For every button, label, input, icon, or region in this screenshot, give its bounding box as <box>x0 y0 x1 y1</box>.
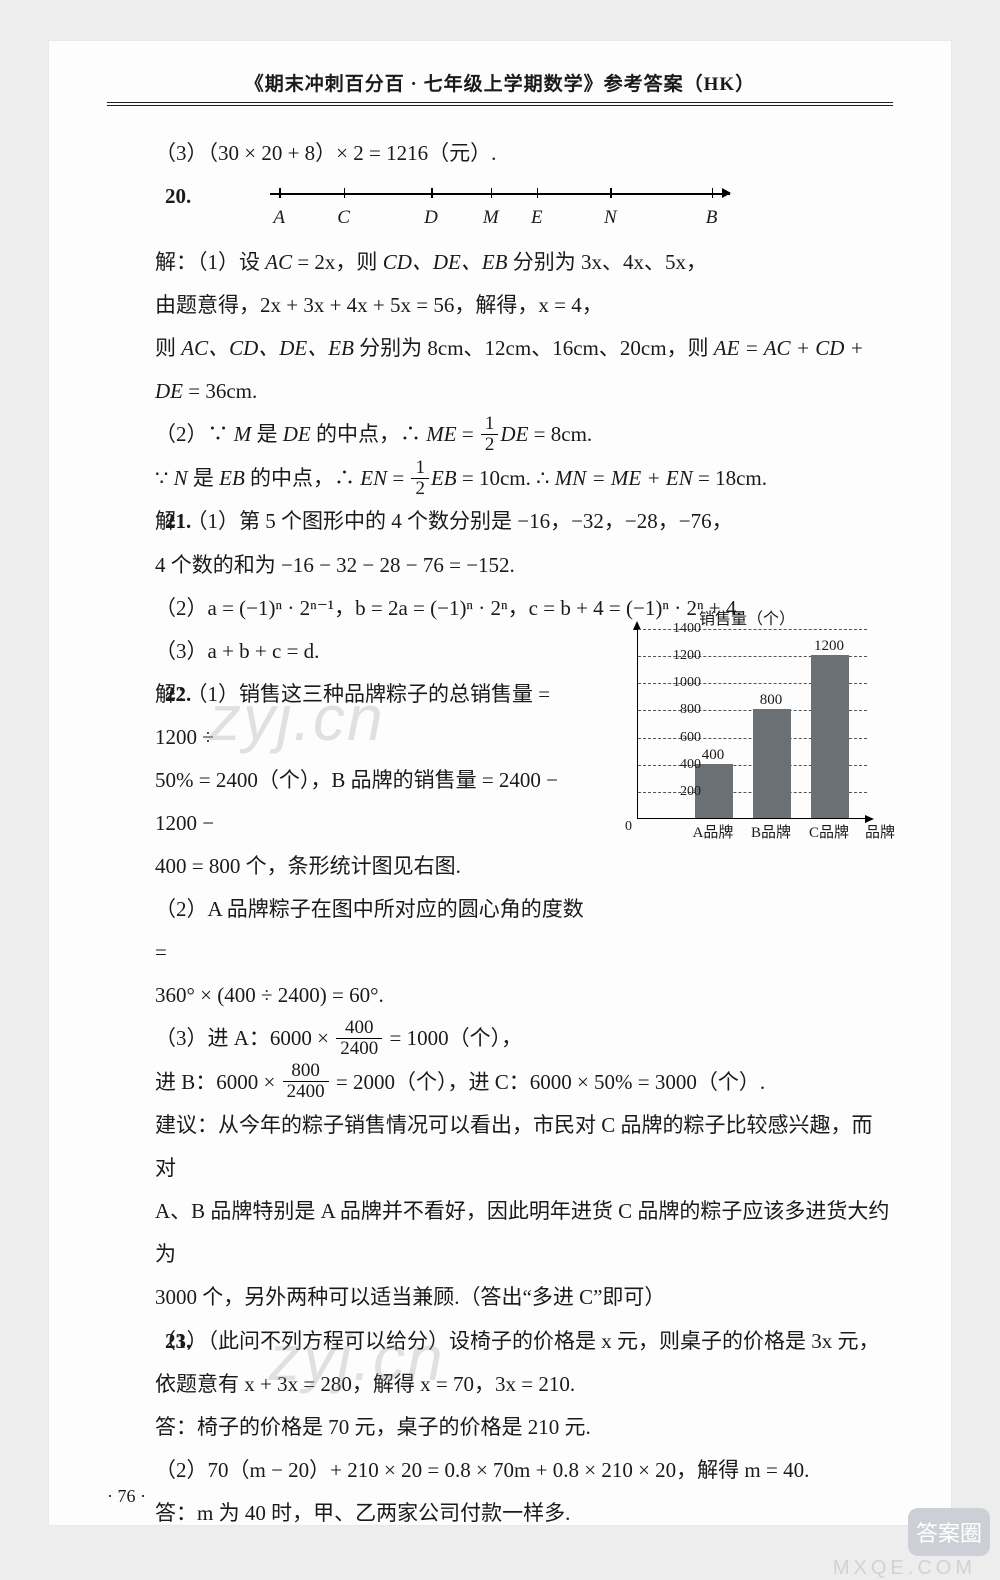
x-axis-title: 品牌 <box>865 821 895 842</box>
q20-line3: 则 AC、CD、DE、EB 分别为 8cm、12cm、16cm、20cm，则 A… <box>155 327 893 413</box>
q23-line2: 依题意有 x + 3x = 280，解得 x = 70，3x = 210. <box>155 1363 893 1406</box>
q21-number: 21. <box>165 500 191 543</box>
q22-line9: A、B 品牌特别是 A 品牌并不看好，因此明年进货 C 品牌的粽子应该多进货大约… <box>155 1190 893 1276</box>
q22-line10: 3000 个，另外两种可以适当兼顾.（答出“多进 C”即可） <box>155 1276 893 1319</box>
q23: 23. （1）（此问不列方程可以给分）设椅子的价格是 x 元，则桌子的价格是 3… <box>107 1320 893 1363</box>
chart-title: 销售量（个） <box>699 605 795 629</box>
page: 《期末冲刺百分百 · 七年级上学期数学》参考答案（HK） （3）（30 × 20… <box>48 40 952 1526</box>
q20-number: 20. <box>165 175 191 218</box>
q20-line2: 由题意得，2x + 3x + 4x + 5x = 56，解得，x = 4， <box>155 284 893 327</box>
number-line: ACDMENB <box>270 183 730 223</box>
corner-badge: 答案圈 <box>908 1508 990 1556</box>
q22-line5: 360° × (400 ÷ 2400) = 60°. <box>155 974 893 1017</box>
chart-zero: 0 <box>625 819 632 835</box>
page-header: 《期末冲刺百分百 · 七年级上学期数学》参考答案（HK） <box>107 69 893 106</box>
q22-line7: 进 B：6000 × 8002400 = 2000（个），进 C：6000 × … <box>155 1061 893 1105</box>
q20-line4: （2）∵ M 是 DE 的中点，∴ ME = 12DE = 8cm. <box>155 413 893 457</box>
q20-line1: 解：（1）设 AC = 2x，则 CD、DE、EB 分别为 3x、4x、5x， <box>155 241 893 284</box>
q22-line6: （3）进 A：6000 × 4002400 = 1000（个）， <box>155 1017 893 1061</box>
page-number: · 76 · <box>107 1486 146 1507</box>
q22-line8: 建议：从今年的粽子销售情况可以看出，市民对 C 品牌的粽子比较感兴趣，而对 <box>155 1104 893 1190</box>
q22-number: 22. <box>165 673 191 716</box>
q23-line3: 答：椅子的价格是 70 元，桌子的价格是 210 元. <box>155 1406 893 1449</box>
q21: 21. 解：（1）第 5 个图形中的 4 个数分别是 −16，−32，−28，−… <box>107 500 893 543</box>
footer-watermark: MXQE.COM <box>833 1557 976 1580</box>
q21-line2: 4 个数的和为 −16 − 32 − 28 − 76 = −152. <box>155 544 893 587</box>
q23-line4: （2）70（m − 20）+ 210 × 20 = 0.8 × 70m + 0.… <box>155 1449 893 1492</box>
bar-chart: 销售量（个） 0 品牌 200400600800100012001400400A… <box>593 605 893 853</box>
q20-line5: ∵ N 是 EB 的中点，∴ EN = 12EB = 10cm. ∴ MN = … <box>155 457 893 501</box>
q19-part3: （3）（30 × 20 + 8）× 2 = 1216（元）. <box>155 132 893 175</box>
q23-line5: 答：m 为 40 时，甲、乙两家公司付款一样多. <box>155 1492 893 1535</box>
q22-line4: （2）A 品牌粽子在图中所对应的圆心角的度数 = <box>155 888 893 974</box>
q23-number: 23. <box>165 1320 191 1363</box>
